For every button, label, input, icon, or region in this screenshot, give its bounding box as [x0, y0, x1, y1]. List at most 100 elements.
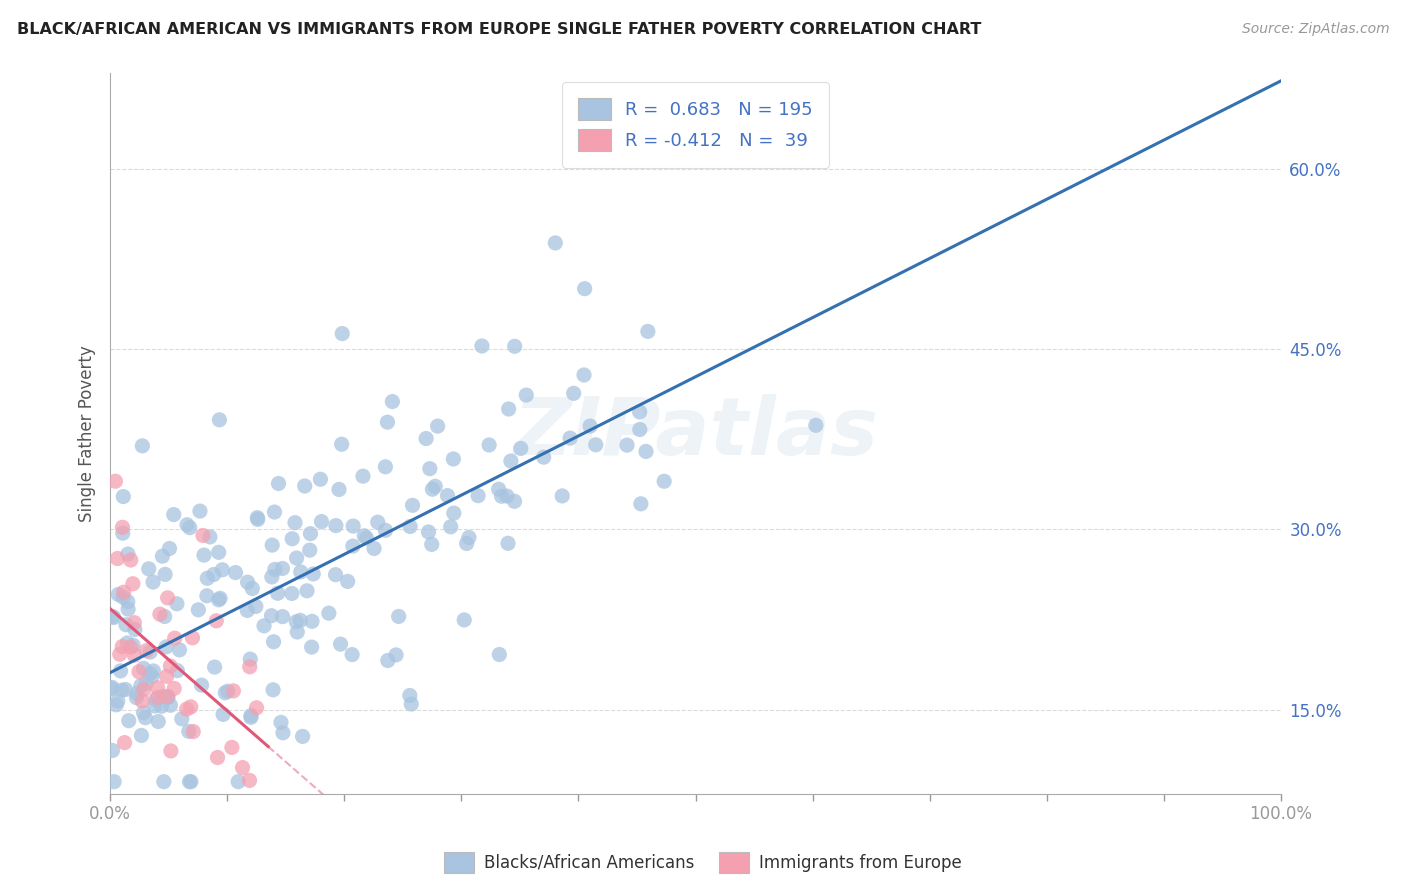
Point: [377, 415, 399, 429]
Point: [214, 686, 236, 700]
Point: [551, 489, 574, 503]
Point: [107, 551, 129, 566]
Point: [330, 437, 353, 451]
Point: [207, 750, 229, 764]
Point: [148, 714, 170, 729]
Point: [128, 665, 150, 679]
Point: [574, 282, 596, 296]
Point: [124, 615, 146, 630]
Point: [496, 489, 519, 503]
Point: [558, 431, 581, 445]
Point: [120, 640, 142, 655]
Point: [149, 607, 172, 622]
Point: [101, 609, 124, 624]
Point: [156, 690, 179, 704]
Point: [422, 482, 444, 496]
Point: [176, 517, 198, 532]
Point: [170, 712, 193, 726]
Text: ZIPatlas: ZIPatlas: [513, 394, 879, 473]
Point: [156, 591, 179, 605]
Point: [135, 643, 157, 657]
Point: [637, 325, 659, 339]
Point: [163, 681, 186, 696]
Point: [143, 698, 166, 713]
Point: [204, 660, 226, 674]
Point: [205, 614, 228, 628]
Point: [271, 609, 294, 624]
Point: [401, 498, 423, 512]
Point: [125, 686, 148, 700]
Point: [634, 444, 657, 458]
Point: [246, 510, 269, 524]
Point: [302, 566, 325, 581]
Point: [336, 574, 359, 589]
Point: [544, 235, 567, 250]
Point: [208, 413, 231, 427]
Point: [132, 661, 155, 675]
Point: [198, 530, 221, 544]
Point: [208, 545, 231, 559]
Point: [281, 586, 304, 600]
Point: [134, 711, 156, 725]
Point: [630, 497, 652, 511]
Point: [374, 459, 396, 474]
Point: [159, 541, 181, 556]
Point: [108, 647, 131, 661]
Point: [239, 660, 262, 674]
Point: [458, 531, 481, 545]
Legend: R =  0.683   N = 195, R = -0.412   N =  39: R = 0.683 N = 195, R = -0.412 N = 39: [562, 82, 830, 168]
Point: [399, 519, 422, 533]
Point: [488, 482, 510, 496]
Point: [179, 774, 201, 789]
Point: [146, 690, 169, 705]
Point: [135, 676, 157, 690]
Point: [264, 562, 287, 576]
Point: [118, 714, 141, 728]
Point: [616, 438, 638, 452]
Point: [169, 643, 191, 657]
Point: [399, 697, 422, 711]
Point: [111, 590, 134, 604]
Point: [180, 774, 202, 789]
Point: [114, 736, 136, 750]
Point: [153, 774, 176, 789]
Point: [285, 551, 308, 566]
Point: [195, 589, 218, 603]
Point: [294, 479, 316, 493]
Point: [181, 724, 204, 739]
Point: [267, 476, 290, 491]
Point: [491, 489, 513, 503]
Point: [533, 450, 555, 465]
Point: [290, 613, 312, 627]
Point: [260, 608, 283, 623]
Point: [131, 439, 153, 453]
Point: [156, 669, 179, 683]
Point: [263, 634, 285, 648]
Point: [246, 512, 269, 526]
Point: [440, 520, 463, 534]
Point: [111, 640, 134, 654]
Point: [141, 669, 163, 683]
Point: [260, 570, 283, 584]
Point: [107, 694, 129, 708]
Point: [111, 683, 134, 698]
Point: [352, 469, 374, 483]
Point: [262, 538, 284, 552]
Point: [245, 701, 267, 715]
Point: [110, 664, 132, 678]
Point: [281, 532, 304, 546]
Point: [804, 418, 827, 433]
Point: [236, 603, 259, 617]
Point: [253, 619, 276, 633]
Point: [103, 610, 125, 624]
Point: [290, 565, 312, 579]
Point: [129, 679, 152, 693]
Point: [441, 452, 464, 467]
Point: [443, 506, 465, 520]
Point: [145, 692, 167, 706]
Point: [156, 690, 179, 704]
Point: [150, 699, 173, 714]
Point: [117, 636, 139, 650]
Point: [125, 690, 148, 705]
Point: [420, 537, 443, 551]
